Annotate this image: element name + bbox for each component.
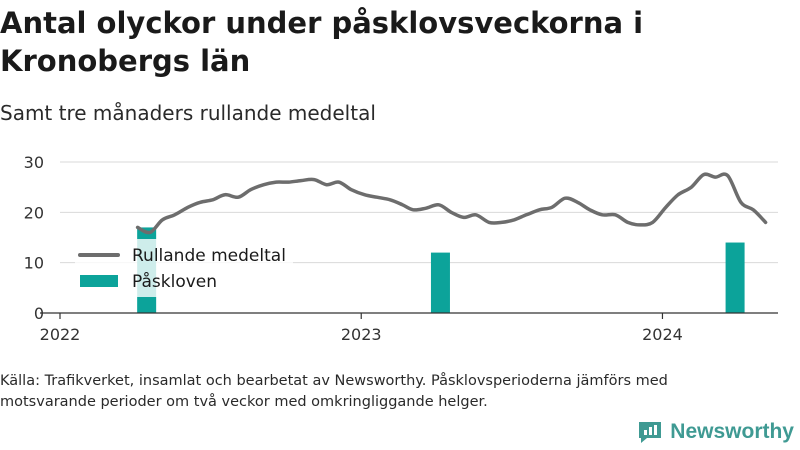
x-tick-label: 2023 xyxy=(341,325,382,340)
legend-swatch-bar xyxy=(80,275,118,287)
y-tick-label: 20 xyxy=(24,203,44,222)
x-tick-label: 2024 xyxy=(642,325,683,340)
chart-subtitle: Samt tre månaders rullande medeltal xyxy=(0,101,376,125)
line-rullande-medeltal xyxy=(135,172,768,235)
chart-title: Antal olyckor under påsklovsveckorna i K… xyxy=(0,6,644,78)
y-tick-label: 10 xyxy=(24,254,44,273)
legend-background xyxy=(75,239,293,297)
chart-area: 0 10 20 30 2022 2023 2024 Rullande medeltal Pås… xyxy=(24,153,778,340)
legend-label-paskloven: Påskloven xyxy=(132,271,217,292)
bar-paskloven xyxy=(430,252,450,313)
brand-logo: Newsworthy xyxy=(637,420,794,444)
legend-label-rullande-medeltal: Rullande medeltal xyxy=(132,246,286,266)
source-note: Källa: Trafikverket, insamlat och bearbe… xyxy=(0,373,668,410)
bar-paskloven xyxy=(725,242,745,313)
y-tick-label: 0 xyxy=(34,304,44,323)
newsworthy-logo-icon xyxy=(639,422,662,443)
brand-name: Newsworthy xyxy=(670,420,794,443)
x-tick-label: 2022 xyxy=(40,325,81,340)
y-tick-label: 30 xyxy=(24,153,44,172)
